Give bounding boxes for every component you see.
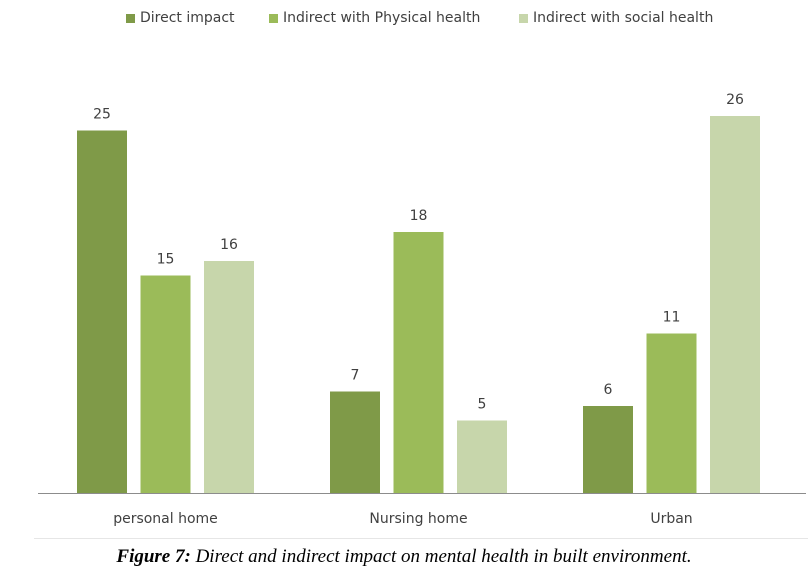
figure-caption: Figure 7: Direct and indirect impact on … (0, 546, 808, 568)
bar-nursing-home-indirect-with-physical-health (393, 232, 444, 493)
bar-personal-home-direct-impact (77, 130, 127, 493)
caption-divider (34, 538, 808, 539)
data-label-personal-home-direct-impact: 25 (93, 107, 111, 123)
legend-label-indirect-physical: Indirect with Physical health (283, 10, 481, 26)
data-label-personal-home-indirect-with-social-health: 16 (220, 237, 238, 253)
data-label-urban-indirect-with-social-health: 26 (726, 92, 744, 108)
legend-label-indirect-social: Indirect with social health (533, 10, 714, 26)
bar-urban-indirect-with-social-health (710, 116, 760, 493)
bar-personal-home-indirect-with-social-health (204, 261, 254, 493)
legend-swatch-direct-impact (126, 13, 135, 23)
bar-personal-home-indirect-with-physical-health (140, 275, 191, 493)
legend-label-direct-impact: Direct impact (140, 10, 235, 26)
caption-label: Figure 7: (116, 546, 191, 567)
bar-nursing-home-direct-impact (330, 391, 380, 493)
chart-legend: Direct impact Indirect with Physical hea… (0, 10, 808, 32)
bar-urban-direct-impact (583, 406, 633, 493)
legend-swatch-indirect-social (519, 13, 528, 23)
data-label-nursing-home-indirect-with-physical-health: 18 (410, 208, 428, 224)
caption-text: Direct and indirect impact on mental hea… (190, 546, 692, 567)
legend-swatch-indirect-physical (269, 13, 278, 23)
x-tick-label-nursing-home: Nursing home (369, 511, 467, 527)
bar-chart: 25 15 16 personal home 7 18 5 Nursing home 6 11 26… (38, 92, 806, 527)
x-tick-label-urban: Urban (650, 511, 692, 527)
x-tick-label-personal-home: personal home (113, 511, 218, 527)
bar-nursing-home-indirect-with-social-health (457, 420, 507, 493)
data-label-nursing-home-direct-impact: 7 (351, 368, 360, 384)
bar-urban-indirect-with-physical-health (646, 333, 697, 493)
data-label-urban-indirect-with-physical-health: 11 (663, 310, 681, 326)
legend-item-direct-impact: Direct impact (126, 10, 235, 26)
data-label-personal-home-indirect-with-physical-health: 15 (157, 252, 175, 268)
data-label-nursing-home-indirect-with-social-health: 5 (478, 397, 487, 413)
legend-item-indirect-social: Indirect with social health (519, 10, 713, 26)
data-label-urban-direct-impact: 6 (604, 382, 613, 398)
legend-item-indirect-physical: Indirect with Physical health (269, 10, 480, 26)
